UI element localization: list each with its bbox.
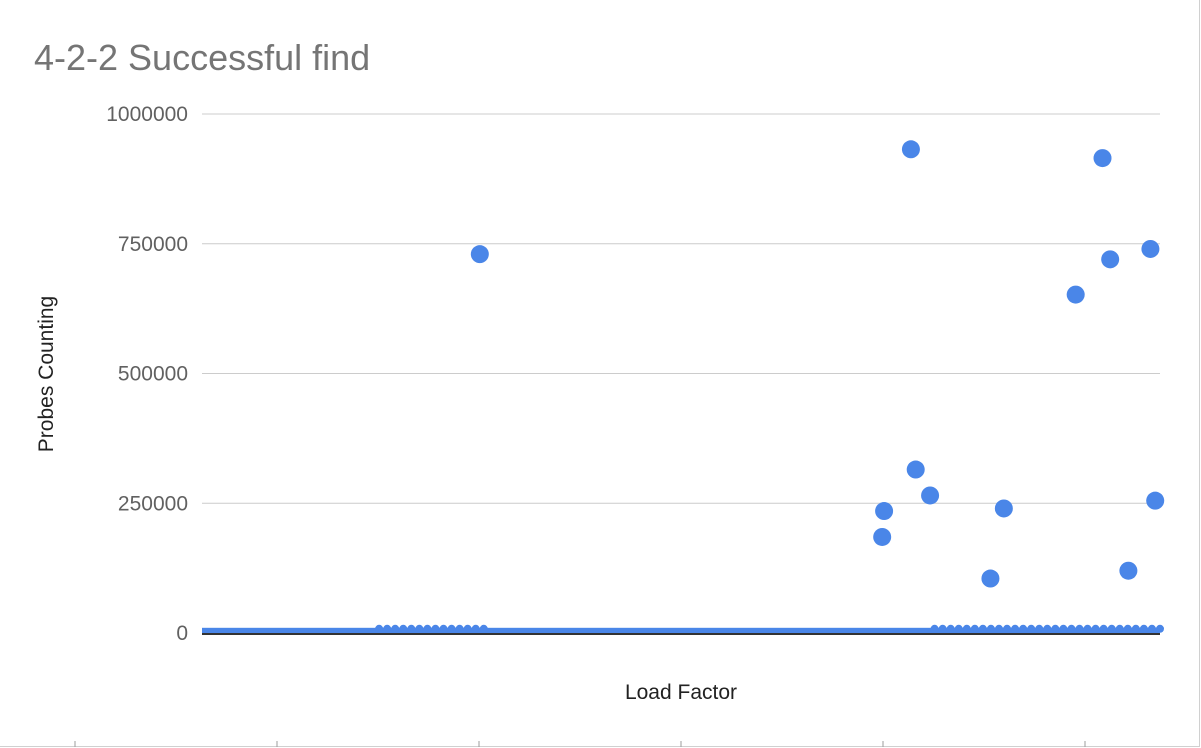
baseline-point — [1003, 624, 1012, 633]
baseline-point — [994, 624, 1003, 633]
y-axis-label: Probes Counting — [35, 296, 58, 452]
baseline-point — [1115, 624, 1124, 633]
data-point — [1093, 149, 1112, 168]
bottom-tick-marks — [74, 741, 1086, 747]
baseline-point — [1027, 624, 1036, 633]
baseline-point — [1139, 624, 1148, 633]
baseline-point — [463, 624, 472, 633]
baseline-band — [202, 624, 1164, 633]
data-point — [901, 140, 920, 159]
baseline-point — [1019, 624, 1028, 633]
baseline-point — [1035, 624, 1044, 633]
y-tick-labels: 0 250000 500000 750000 1000000 — [106, 103, 188, 645]
baseline-point — [415, 624, 424, 633]
baseline-point — [930, 624, 939, 633]
baseline-point — [1083, 624, 1092, 633]
data-point — [906, 460, 925, 479]
y-tick-label-500000: 500000 — [118, 363, 188, 386]
data-point — [994, 499, 1013, 518]
data-point — [1146, 491, 1165, 510]
data-point — [981, 569, 1000, 588]
baseline-point — [962, 624, 971, 633]
baseline-point — [1131, 624, 1140, 633]
chart-title: 4-2-2 Successful find — [34, 37, 370, 78]
data-point — [875, 502, 894, 521]
baseline-point — [1059, 624, 1068, 633]
data-point — [1141, 239, 1160, 258]
baseline-point — [1043, 624, 1052, 633]
baseline-point — [1051, 624, 1060, 633]
baseline-point — [946, 624, 955, 633]
y-tick-label-250000: 250000 — [118, 492, 188, 515]
baseline-point — [423, 624, 432, 633]
data-point — [873, 527, 892, 546]
baseline-point — [439, 624, 448, 633]
baseline-point — [986, 624, 995, 633]
x-axis-label: Load Factor — [625, 681, 737, 704]
data-point — [1101, 250, 1120, 269]
baseline-point — [391, 624, 400, 633]
baseline-point — [954, 624, 963, 633]
gridlines — [202, 113, 1160, 504]
baseline-point — [1091, 624, 1100, 633]
baseline-point — [471, 624, 480, 633]
baseline-point — [479, 624, 488, 633]
baseline-point — [1147, 624, 1156, 633]
baseline-point — [938, 624, 947, 633]
baseline-point — [978, 624, 987, 633]
baseline-point — [1075, 624, 1084, 633]
baseline-band-rect — [202, 627, 1160, 633]
data-point — [1066, 285, 1085, 304]
y-tick-label-1000000: 1000000 — [106, 103, 188, 126]
baseline-point — [383, 624, 392, 633]
baseline-point — [1011, 624, 1020, 633]
baseline-point — [1107, 624, 1116, 633]
baseline-point — [970, 624, 979, 633]
baseline-point — [455, 624, 464, 633]
baseline-point — [375, 624, 384, 633]
baseline-point — [431, 624, 440, 633]
baseline-point — [447, 624, 456, 633]
baseline-point — [399, 624, 408, 633]
baseline-point — [407, 624, 416, 633]
y-tick-label-0: 0 — [176, 622, 188, 645]
baseline-point — [1123, 624, 1132, 633]
data-point — [1119, 561, 1138, 580]
baseline-point — [1067, 624, 1076, 633]
baseline-point — [1156, 624, 1164, 633]
y-tick-label-750000: 750000 — [118, 233, 188, 256]
baseline-point — [1099, 624, 1108, 633]
data-points — [470, 140, 1165, 588]
data-point — [470, 245, 489, 264]
data-point — [921, 486, 940, 505]
